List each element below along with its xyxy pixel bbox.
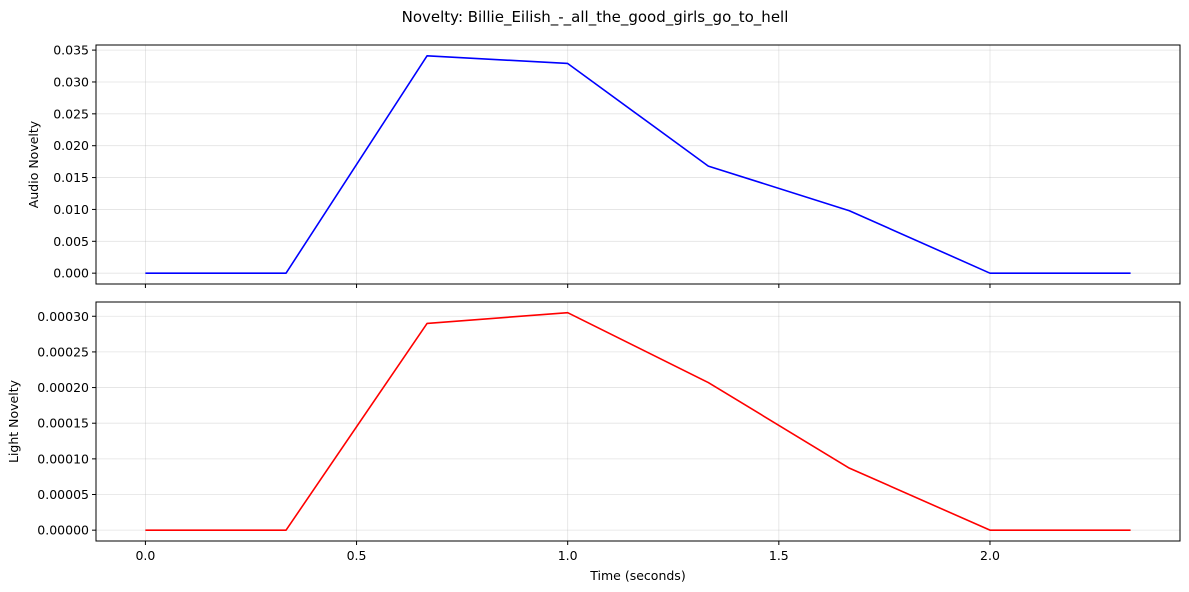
x-tick-label: 2.0	[980, 548, 1000, 563]
audio-novelty-series-line	[145, 55, 1131, 274]
x-tick-label: 1.0	[558, 548, 578, 563]
audio-novelty-y-tick-label: 0.020	[53, 138, 89, 153]
light-novelty-y-tick-label: 0.00020	[37, 380, 89, 395]
x-tick-label: 0.0	[135, 548, 155, 563]
light-novelty-plot-frame	[95, 301, 1181, 542]
audio-novelty-panel: 0.000 0.005 0.010 0.015 0.020 0.025 0.030 0.035…	[26, 43, 1181, 288]
light-novelty-y-axis-label: Light Novelty	[6, 379, 21, 463]
light-novelty-y-tick-label: 0.00000	[37, 523, 89, 538]
audio-novelty-y-tick-label: 0.010	[53, 202, 89, 217]
x-tick-label: 1.5	[769, 548, 789, 563]
light-novelty-panel: 0.00000 0.00005 0.00010 0.00015 0.00020 0.000…	[6, 301, 1181, 563]
audio-novelty-y-tick-label: 0.025	[53, 106, 89, 121]
light-novelty-y-tick-label: 0.00015	[37, 416, 89, 431]
light-novelty-y-tick-label: 0.00030	[37, 309, 89, 324]
chart-title: Novelty: Billie_Eilish_-_all_the_good_gi…	[402, 8, 789, 27]
light-novelty-series-line	[145, 311, 1131, 531]
audio-novelty-y-tick-label: 0.015	[53, 170, 89, 185]
audio-novelty-y-tick-label: 0.000	[53, 266, 89, 281]
audio-novelty-y-tick-label: 0.005	[53, 234, 89, 249]
light-novelty-y-tick-label: 0.00005	[37, 487, 89, 502]
audio-novelty-plot-frame	[95, 44, 1181, 285]
x-axis-label: Time (seconds)	[589, 568, 685, 583]
light-novelty-y-tick-label: 0.00010	[37, 451, 89, 466]
x-tick-label: 0.5	[347, 548, 367, 563]
audio-novelty-y-tick-label: 0.035	[53, 43, 89, 58]
light-novelty-y-tick-label: 0.00025	[37, 344, 89, 359]
audio-novelty-y-tick-label: 0.030	[53, 74, 89, 89]
audio-novelty-y-axis-label: Audio Novelty	[26, 120, 41, 208]
